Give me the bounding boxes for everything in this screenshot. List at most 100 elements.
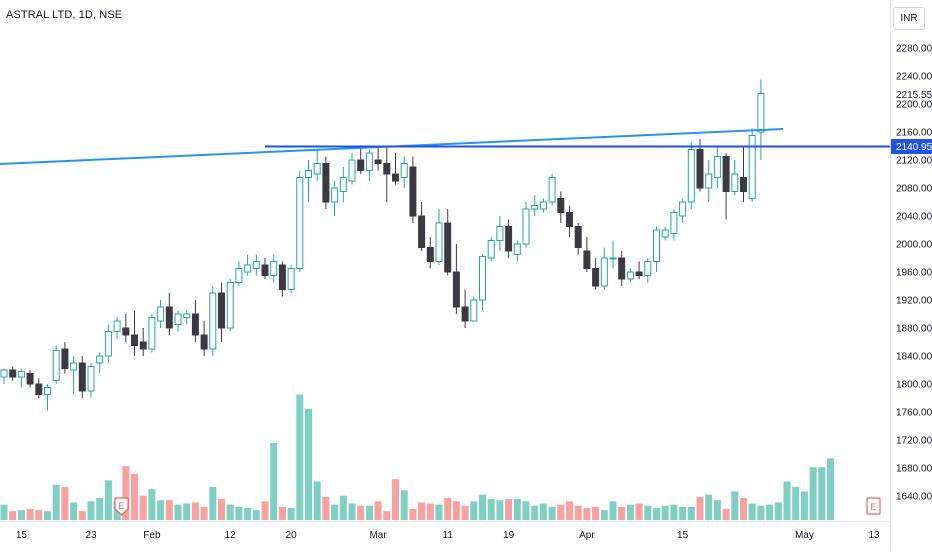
volume-bar: [52, 484, 60, 520]
earnings-icon[interactable]: [866, 497, 881, 515]
earnings-marker-2[interactable]: E: [866, 497, 881, 515]
price-tick-label: 2240.00: [896, 72, 932, 83]
volume-bar: [61, 487, 69, 520]
candle-body: [531, 205, 539, 210]
candle-body: [87, 366, 95, 392]
volume-bar: [148, 489, 156, 520]
candle-body: [679, 201, 687, 217]
candle-body: [244, 264, 252, 273]
candle-body: [574, 226, 582, 248]
candle-body: [426, 247, 434, 262]
time-axis[interactable]: 15 23 Feb 12 20 Mar 11 19 Apr 15 May 13: [16, 530, 880, 541]
price-axis[interactable]: 1640.00 1680.00 1720.00 1760.00 1800.00 1840.…: [896, 44, 932, 503]
earnings-icon[interactable]: [114, 497, 129, 516]
time-tick-label: 12: [225, 530, 237, 541]
candle-body: [252, 261, 260, 269]
price-tick-label: 2200.00: [896, 100, 932, 111]
candle-body: [757, 93, 765, 133]
currency-button[interactable]: INR: [893, 7, 925, 30]
volume-bar: [748, 503, 756, 520]
time-tick-label: Feb: [143, 530, 161, 541]
candle-body: [70, 362, 78, 371]
volume-bar: [235, 506, 243, 520]
drawings: [0, 128, 890, 165]
candle-body: [487, 240, 495, 259]
candle-body: [748, 135, 756, 199]
candle-body: [409, 166, 417, 217]
volume-bar: [487, 499, 495, 520]
volume-bar: [757, 505, 765, 520]
price-tick-label: 2120.00: [896, 156, 932, 167]
time-tick-label: 23: [85, 530, 97, 541]
volume-bar: [827, 458, 834, 520]
candle-body: [722, 156, 730, 192]
volume-bar: [583, 507, 591, 520]
volume-bar: [122, 466, 130, 520]
candle-body: [661, 229, 669, 238]
candle-body: [139, 341, 147, 350]
volume-bar: [9, 511, 17, 520]
time-tick-label: 19: [503, 530, 515, 541]
candle-body: [731, 173, 739, 192]
candle-body: [740, 177, 747, 192]
price-tick-label: 2080.00: [896, 184, 932, 195]
volume-bar: [365, 505, 373, 520]
volume-bar: [731, 491, 739, 520]
last-price-label: 2215.55: [896, 90, 932, 101]
time-tick-label: 15: [16, 530, 28, 541]
svg-text:E: E: [870, 502, 876, 512]
volume-bar: [626, 504, 634, 520]
volume-bar: [418, 502, 426, 520]
price-tick-label: 1840.00: [896, 352, 932, 363]
candle-body: [713, 156, 721, 178]
candle-body: [226, 282, 234, 329]
candle-body: [479, 256, 486, 301]
candle-body: [296, 177, 304, 269]
last-price-value: 2215.55: [896, 90, 932, 101]
volume-bar: [96, 498, 104, 520]
volume-bar: [479, 494, 486, 520]
candle-body: [548, 177, 556, 203]
candle-body: [305, 170, 312, 178]
volume-bar: [539, 503, 547, 520]
price-tick-label: 1960.00: [896, 268, 932, 279]
volume-bar: [0, 504, 8, 520]
volume-bar: [566, 501, 573, 520]
candle-body: [705, 173, 713, 189]
volume-bar: [800, 491, 808, 520]
volume-bar: [513, 499, 521, 520]
price-tick-label: 2040.00: [896, 212, 932, 223]
candle-body: [348, 159, 356, 182]
time-tick-label: May: [795, 530, 814, 541]
candle-body: [209, 292, 217, 350]
volume-bar: [70, 502, 78, 520]
candle-body: [165, 306, 173, 329]
candle-body: [626, 271, 634, 280]
volume-bar: [183, 503, 191, 520]
volume-bars: [0, 394, 834, 520]
candle-body: [583, 250, 591, 269]
volume-bar: [78, 511, 86, 520]
hline-price-value: 2140.95: [896, 142, 932, 153]
candle-body: [218, 292, 225, 329]
earnings-marker-1[interactable]: E: [114, 497, 129, 516]
volume-bar: [26, 509, 34, 520]
price-tick-label: 1720.00: [896, 436, 932, 447]
volume-bar: [374, 501, 382, 520]
candle-body: [400, 163, 408, 178]
volume-bar: [426, 503, 434, 520]
volume-bar: [270, 443, 278, 520]
volume-bar: [653, 507, 660, 520]
volume-bar: [409, 509, 417, 520]
candle-body: [61, 348, 69, 370]
candle-body: [52, 349, 60, 381]
price-tick-label: 1640.00: [896, 492, 932, 503]
candle-body: [339, 177, 347, 192]
candle-body: [539, 201, 547, 210]
volume-bar: [296, 394, 304, 520]
time-tick-label: Mar: [369, 530, 387, 541]
volume-bar: [104, 480, 112, 520]
candle-body: [113, 320, 121, 332]
